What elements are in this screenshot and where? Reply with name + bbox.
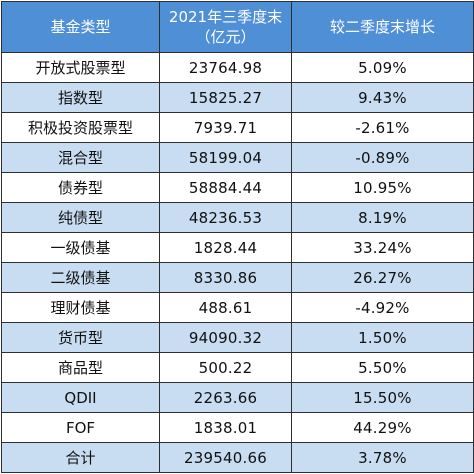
q3-size-cell: 2263.66 bbox=[159, 382, 292, 413]
growth-cell: -2.61% bbox=[291, 112, 474, 143]
q3-size-cell: 500.22 bbox=[159, 352, 292, 383]
table-row: 积极投资股票型 7939.71 -2.61% bbox=[1, 112, 474, 143]
q3-size-cell: 488.61 bbox=[159, 292, 292, 323]
table-row: 二级债基 8330.86 26.27% bbox=[1, 262, 474, 293]
growth-cell: 44.29% bbox=[291, 412, 474, 443]
table-row: 商品型 500.22 5.50% bbox=[1, 352, 474, 383]
q3-size-cell: 58884.44 bbox=[159, 172, 292, 203]
growth-cell: -4.92% bbox=[291, 292, 474, 323]
growth-cell: 9.43% bbox=[291, 82, 474, 113]
q3-size-cell: 1828.44 bbox=[159, 232, 292, 263]
table-row: FOF 1838.01 44.29% bbox=[1, 412, 474, 443]
q3-size-cell: 48236.53 bbox=[159, 202, 292, 233]
fund-type-cell: 理财债基 bbox=[1, 292, 160, 323]
header-growth: 较二季度末增长 bbox=[291, 1, 474, 53]
growth-cell: -0.89% bbox=[291, 142, 474, 173]
fund-type-cell: 一级债基 bbox=[1, 232, 160, 263]
q3-size-cell: 8330.86 bbox=[159, 262, 292, 293]
fund-type-cell: 货币型 bbox=[1, 322, 160, 353]
q3-size-cell: 15825.27 bbox=[159, 82, 292, 113]
fund-type-cell: QDII bbox=[1, 382, 160, 413]
fund-type-cell: 商品型 bbox=[1, 352, 160, 383]
table-row: 混合型 58199.04 -0.89% bbox=[1, 142, 474, 173]
table-row: QDII 2263.66 15.50% bbox=[1, 382, 474, 413]
header-q3-size: 2021年三季度末（亿元） bbox=[159, 1, 292, 53]
table-row: 指数型 15825.27 9.43% bbox=[1, 82, 474, 113]
table-row-total: 合计 239540.66 3.78% bbox=[1, 442, 474, 473]
table-row: 纯债型 48236.53 8.19% bbox=[1, 202, 474, 233]
growth-cell: 15.50% bbox=[291, 382, 474, 413]
table-row: 债券型 58884.44 10.95% bbox=[1, 172, 474, 203]
table-row: 开放式股票型 23764.98 5.09% bbox=[1, 52, 474, 83]
growth-cell: 1.50% bbox=[291, 322, 474, 353]
growth-cell: 33.24% bbox=[291, 232, 474, 263]
fund-type-cell: 合计 bbox=[1, 442, 160, 473]
q3-size-cell: 1838.01 bbox=[159, 412, 292, 443]
growth-cell: 10.95% bbox=[291, 172, 474, 203]
q3-size-cell: 239540.66 bbox=[159, 442, 292, 473]
header-fund-type: 基金类型 bbox=[1, 1, 160, 53]
fund-type-cell: 二级债基 bbox=[1, 262, 160, 293]
fund-type-cell: 混合型 bbox=[1, 142, 160, 173]
table-row: 货币型 94090.32 1.50% bbox=[1, 322, 474, 353]
fund-type-cell: 指数型 bbox=[1, 82, 160, 113]
fund-type-cell: FOF bbox=[1, 412, 160, 443]
q3-size-cell: 23764.98 bbox=[159, 52, 292, 83]
growth-cell: 8.19% bbox=[291, 202, 474, 233]
q3-size-cell: 7939.71 bbox=[159, 112, 292, 143]
growth-cell: 5.50% bbox=[291, 352, 474, 383]
fund-type-cell: 开放式股票型 bbox=[1, 52, 160, 83]
growth-cell: 5.09% bbox=[291, 52, 474, 83]
q3-size-cell: 94090.32 bbox=[159, 322, 292, 353]
q3-size-cell: 58199.04 bbox=[159, 142, 292, 173]
fund-type-cell: 债券型 bbox=[1, 172, 160, 203]
growth-cell: 26.27% bbox=[291, 262, 474, 293]
table-row: 理财债基 488.61 -4.92% bbox=[1, 292, 474, 323]
fund-type-cell: 纯债型 bbox=[1, 202, 160, 233]
table-row: 一级债基 1828.44 33.24% bbox=[1, 232, 474, 263]
fund-type-cell: 积极投资股票型 bbox=[1, 112, 160, 143]
table-header-row: 基金类型 2021年三季度末（亿元） 较二季度末增长 bbox=[1, 1, 474, 53]
growth-cell: 3.78% bbox=[291, 442, 474, 473]
